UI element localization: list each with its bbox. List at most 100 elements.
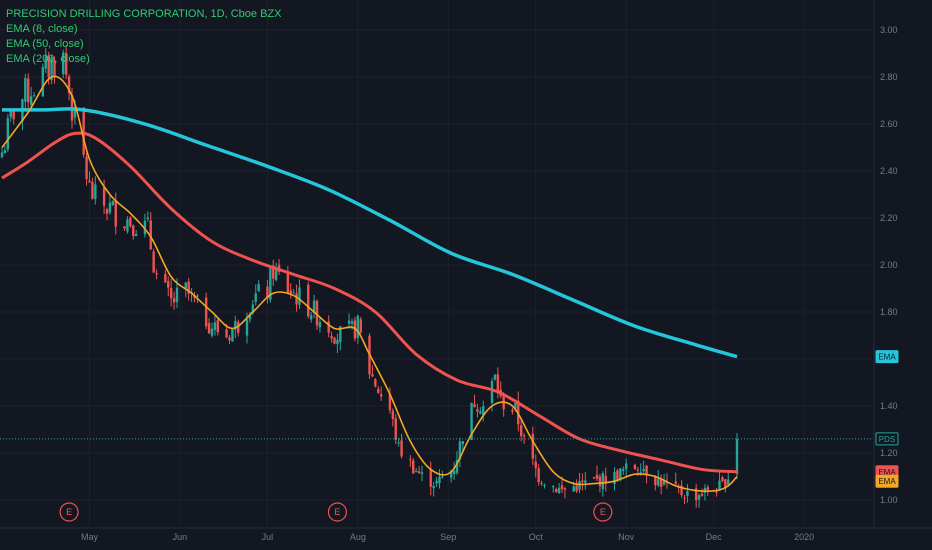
candle-body <box>706 487 710 492</box>
candle-body <box>683 497 686 499</box>
candle-body <box>461 441 465 445</box>
candle-body <box>251 304 255 313</box>
candle-body <box>595 474 599 479</box>
candle-body <box>639 472 642 474</box>
candle-body <box>534 461 537 469</box>
candle-body <box>204 297 208 327</box>
candle-body <box>584 480 587 483</box>
earnings-marker-label: E <box>600 507 606 517</box>
candle-body <box>409 459 412 461</box>
time-axis[interactable]: May Jun Jul Aug Sep Oct Nov Dec 2020 <box>81 532 814 542</box>
candle-body <box>254 293 257 302</box>
candle-body <box>111 200 115 206</box>
candle-body <box>88 180 91 183</box>
candle-body <box>94 184 97 200</box>
candle-body <box>216 320 220 333</box>
price-tag-label: EMA <box>878 353 896 362</box>
candle-body <box>64 53 68 75</box>
candle-body <box>292 292 295 294</box>
candle-body <box>552 486 555 488</box>
candle-body <box>718 480 721 491</box>
candle-body <box>91 181 94 199</box>
candle-body <box>417 471 421 474</box>
candle-body <box>152 251 155 273</box>
candle-body <box>654 476 657 486</box>
candle-body <box>496 374 500 393</box>
candle-body <box>455 460 459 473</box>
candle-body <box>412 460 415 474</box>
price-axis[interactable]: 3.002.802.602.402.202.001.801.601.401.20… <box>880 25 898 505</box>
candle-body <box>339 326 342 343</box>
candle-body <box>458 441 462 460</box>
candle-body <box>476 409 479 412</box>
candle-body <box>493 374 497 380</box>
candle-body <box>309 315 313 320</box>
candle-body <box>289 290 292 294</box>
legend-ema200[interactable]: EMA (200, close) <box>6 53 90 65</box>
candle-body <box>619 468 622 480</box>
candle-body <box>616 470 619 481</box>
candle-body <box>298 287 301 305</box>
candle-body <box>24 77 27 102</box>
candle-body <box>636 469 640 471</box>
legend-title[interactable]: PRECISION DRILLING CORPORATION, 1D, Cboe… <box>6 8 282 20</box>
candle-body <box>659 478 663 487</box>
candle-body <box>662 480 666 485</box>
y-tick-label: 1.00 <box>880 495 898 505</box>
candle-body <box>563 488 567 490</box>
ema8-line <box>1 75 738 492</box>
legend-ema8[interactable]: EMA (8, close) <box>6 23 78 35</box>
candle-body <box>356 315 360 338</box>
candle-body <box>578 481 581 490</box>
candle-body <box>269 268 272 300</box>
candle-body <box>572 486 575 492</box>
candle-body <box>350 321 354 324</box>
y-tick-label: 2.80 <box>880 72 898 82</box>
candle-body <box>114 200 117 227</box>
candle-body <box>359 319 362 333</box>
candle-body <box>645 465 648 476</box>
candle-body <box>470 402 473 440</box>
candle-body <box>482 406 485 415</box>
candle-body <box>245 319 249 336</box>
candle-body <box>694 488 698 501</box>
candle-body <box>123 226 126 229</box>
candle-body <box>231 329 234 342</box>
candle-body <box>187 281 190 294</box>
candle-body <box>657 478 660 486</box>
candle-body <box>196 295 199 297</box>
candle-body <box>146 217 150 220</box>
ema50-line <box>1 131 738 474</box>
candle-body <box>522 435 526 437</box>
candle-body <box>50 57 53 81</box>
candle-body <box>449 470 453 478</box>
candle-body <box>272 265 275 279</box>
candle-body <box>438 476 441 484</box>
candle-body <box>622 469 625 471</box>
candle-body <box>394 418 397 440</box>
earnings-marker <box>59 502 79 522</box>
candle-body <box>9 110 12 118</box>
candle-body <box>537 468 540 483</box>
candle-body <box>554 489 558 492</box>
candle-body <box>633 464 637 469</box>
x-tick-label: Jun <box>173 532 188 542</box>
candle-body <box>592 477 596 479</box>
legend-ema50[interactable]: EMA (50, close) <box>6 38 84 50</box>
candle-body <box>0 152 4 158</box>
candle-body <box>557 487 561 494</box>
candle-body <box>85 156 88 180</box>
earnings-marker <box>327 502 348 522</box>
candle-body <box>575 485 578 492</box>
candle-body <box>703 487 707 493</box>
candle-body <box>429 469 432 487</box>
y-tick-label: 1.40 <box>880 401 898 411</box>
candle-body <box>155 273 158 275</box>
candle-body <box>543 485 546 487</box>
y-tick-label: 2.40 <box>880 166 898 176</box>
candle-body <box>327 321 330 333</box>
y-tick-label: 3.00 <box>880 25 898 35</box>
candle-body <box>41 66 45 97</box>
